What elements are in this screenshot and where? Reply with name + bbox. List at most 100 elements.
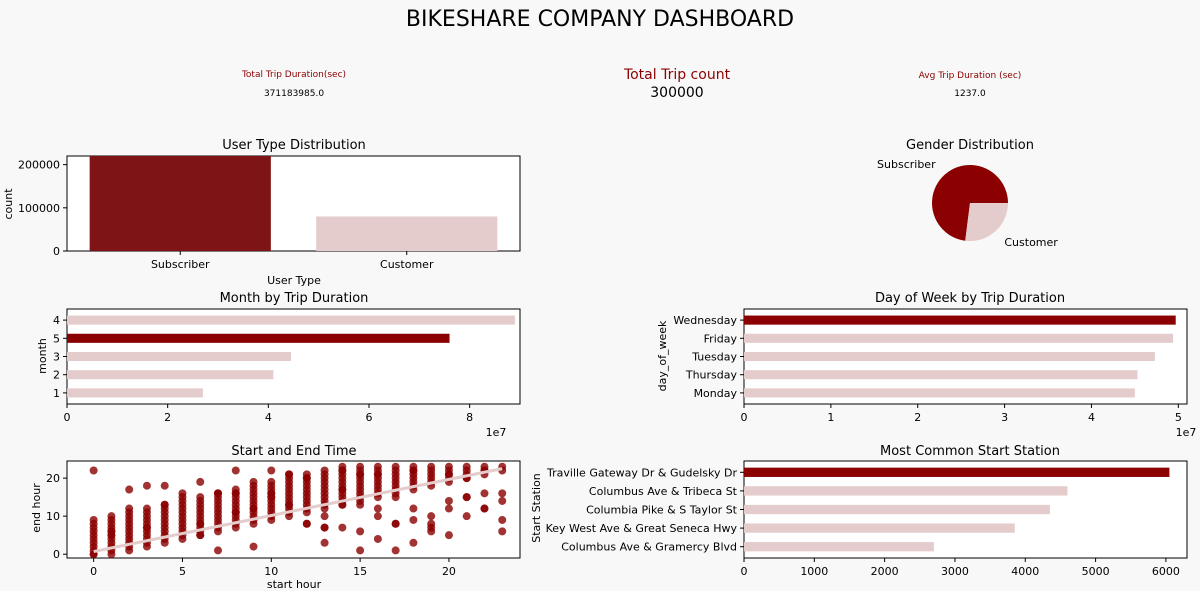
scatter-point	[231, 489, 240, 498]
start-end-xtick-label: 15	[353, 565, 367, 578]
scatter-point	[320, 538, 329, 547]
kpi-total-duration-value: 371183985.0	[264, 89, 324, 99]
start-station-bar	[744, 523, 1015, 533]
user-type-title: User Type Distribution	[222, 138, 366, 153]
scatter-point	[356, 527, 365, 536]
scatter-point	[107, 512, 116, 521]
day-of-week-ylabel: day_of_week	[656, 320, 669, 391]
scatter-point	[338, 485, 347, 494]
start-end-title: Start and End Time	[231, 444, 356, 459]
scatter-point	[267, 493, 276, 502]
scatter-point	[196, 493, 205, 502]
gender-title: Gender Distribution	[906, 138, 1034, 153]
scatter-point	[373, 470, 382, 479]
gender-slice-label: Customer	[1004, 236, 1058, 249]
month-title: Month by Trip Duration	[220, 291, 369, 306]
scatter-point	[480, 489, 489, 498]
start-end-ytick-label: 20	[46, 472, 60, 485]
scatter-point	[285, 500, 294, 509]
start-station-ylabel: Start Station	[530, 473, 543, 543]
scatter-point	[142, 481, 151, 490]
scatter-point	[178, 493, 187, 502]
gender-slice-subscriber	[932, 165, 1008, 241]
scatter-point	[427, 512, 436, 521]
day-of-week-offset-text: 1e7	[1176, 426, 1197, 439]
start-station-bar	[744, 504, 1050, 515]
day-of-week-ytick-label: Monday	[694, 387, 738, 400]
scatter-point	[338, 466, 347, 475]
day-of-week-xtick-label: 3	[1001, 411, 1008, 424]
month-xtick-label: 4	[265, 411, 272, 424]
kpi-avg-duration-value: 1237.0	[954, 89, 986, 99]
start-station-xtick-label: 2000	[871, 565, 899, 578]
user-type-ytick-label: 100000	[18, 202, 60, 215]
start-end-xlabel: start hour	[267, 578, 322, 591]
start-station-xtick-label: 4000	[1011, 565, 1039, 578]
day-of-week-xtick-label: 1	[827, 411, 834, 424]
day-of-week-bar	[744, 370, 1138, 380]
start-station-bar	[744, 467, 1170, 477]
scatter-point	[462, 512, 471, 521]
user-type-xtick-label: Customer	[380, 258, 434, 271]
gender-slice-label: Subscriber	[877, 158, 936, 171]
month-xtick-label: 8	[466, 411, 473, 424]
scatter-point	[89, 466, 98, 475]
scatter-point	[498, 496, 507, 505]
scatter-point	[267, 466, 276, 475]
scatter-point	[125, 504, 134, 513]
scatter-point	[160, 500, 169, 509]
scatter-point	[160, 481, 169, 490]
day-of-week-ytick-label: Tuesday	[691, 351, 737, 364]
user-type-xtick-label: Subscriber	[151, 258, 210, 271]
kpi-avg-duration-label: Avg Trip Duration (sec)	[919, 71, 1022, 81]
scatter-point	[391, 546, 400, 555]
scatter-point	[480, 504, 489, 513]
start-station-chart: Traville Gateway Dr & Gudelsky Dr Columbu…	[546, 460, 1188, 578]
month-offset-text: 1e7	[486, 426, 507, 439]
start-end-ylabel: end hour	[30, 483, 43, 533]
start-station-bar	[744, 486, 1068, 496]
scatter-point	[142, 523, 151, 532]
scatter-point	[444, 470, 453, 479]
start-station-xtick-label: 0	[741, 565, 748, 578]
user-type-xlabel: User Type	[267, 274, 321, 287]
day-of-week-xtick-label: 0	[741, 411, 748, 424]
month-xtick-label: 0	[64, 411, 71, 424]
kpi-trip-count-label: Total Trip count	[623, 67, 731, 83]
day-of-week-xtick-label: 4	[1088, 411, 1095, 424]
scatter-point	[409, 538, 418, 547]
day-of-week-xtick-label: 5	[1175, 411, 1182, 424]
start-station-ytick-label: Columbia Pike & S Taylor St	[586, 504, 738, 517]
scatter-point	[89, 515, 98, 524]
scatter-point	[320, 523, 329, 532]
month-bar	[67, 388, 203, 398]
scatter-point	[196, 477, 205, 486]
scatter-point	[231, 466, 240, 475]
month-ytick-label: 2	[53, 369, 60, 382]
dashboard-title: BIKESHARE COMPANY DASHBOARD	[406, 7, 794, 32]
scatter-point	[373, 512, 382, 521]
scatter-point	[444, 462, 453, 471]
kpi-total-duration-label: Total Trip Duration(sec)	[241, 70, 346, 80]
scatter-point	[373, 462, 382, 471]
day-of-week-xtick-label: 2	[914, 411, 921, 424]
start-end-ytick-label: 0	[53, 548, 60, 561]
start-station-ytick-label: Traville Gateway Dr & Gudelsky Dr	[546, 466, 737, 479]
start-station-xtick-label: 3000	[941, 565, 969, 578]
gender-chart: Subscriber Customer	[877, 158, 1058, 249]
scatter-point	[498, 489, 507, 498]
user-type-chart: Subscriber Customer 0 100000 200000	[18, 155, 521, 271]
month-ytick-label: 3	[53, 351, 60, 364]
scatter-point	[498, 515, 507, 524]
month-chart: 4 5 3 2 10 2 4 6 8	[53, 308, 521, 424]
user-type-ytick-label: 200000	[18, 159, 60, 172]
day-of-week-title: Day of Week by Trip Duration	[875, 291, 1065, 306]
scatter-point	[427, 462, 436, 471]
start-station-xtick-label: 1000	[800, 565, 828, 578]
scatter-point	[302, 474, 311, 483]
day-of-week-bar	[744, 315, 1176, 325]
day-of-week-bar	[744, 333, 1174, 343]
start-station-bar	[744, 542, 934, 552]
